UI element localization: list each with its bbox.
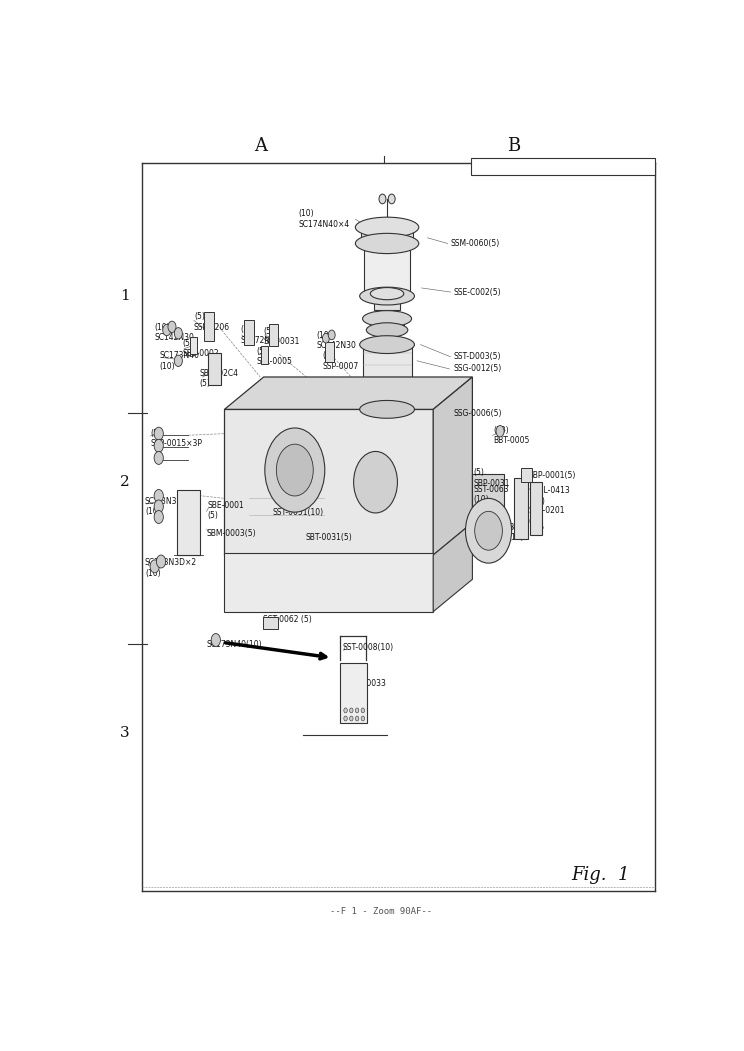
Text: FCA47001-R.3505.A: FCA47001-R.3505.A bbox=[521, 162, 606, 171]
Text: SST-D003(5): SST-D003(5) bbox=[453, 352, 501, 362]
Bar bbox=[530, 482, 542, 535]
Text: SC173N40
(10): SC173N40 (10) bbox=[159, 351, 199, 371]
Circle shape bbox=[154, 500, 164, 513]
Circle shape bbox=[356, 708, 359, 713]
Bar bbox=[370, 317, 405, 330]
Circle shape bbox=[466, 498, 512, 563]
Text: SST-0051(10): SST-0051(10) bbox=[273, 509, 324, 517]
Ellipse shape bbox=[356, 233, 419, 253]
Bar bbox=[225, 554, 433, 612]
Text: BRT-0005
(10): BRT-0005 (10) bbox=[508, 522, 545, 542]
Text: SBP-0001(5): SBP-0001(5) bbox=[528, 471, 576, 480]
Text: SBT-0031(5): SBT-0031(5) bbox=[305, 533, 352, 541]
Ellipse shape bbox=[362, 311, 411, 327]
Circle shape bbox=[154, 452, 164, 465]
Bar bbox=[269, 324, 278, 346]
Text: SSG-0006(5): SSG-0006(5) bbox=[453, 409, 502, 418]
Ellipse shape bbox=[359, 400, 414, 418]
Text: SSL-0413
(5): SSL-0413 (5) bbox=[534, 487, 570, 506]
Circle shape bbox=[475, 512, 502, 550]
Circle shape bbox=[163, 325, 171, 335]
Circle shape bbox=[154, 427, 164, 440]
Text: (5)
SSP-0007: (5) SSP-0007 bbox=[322, 351, 359, 371]
Text: SC173N3D×2
(10): SC173N3D×2 (10) bbox=[145, 558, 197, 578]
Circle shape bbox=[379, 194, 386, 204]
Bar bbox=[471, 159, 655, 174]
Text: SSG-0012(5): SSG-0012(5) bbox=[453, 365, 501, 373]
Text: (10)
SC172N30: (10) SC172N30 bbox=[240, 325, 280, 345]
Circle shape bbox=[496, 426, 504, 437]
Circle shape bbox=[154, 511, 164, 523]
Circle shape bbox=[150, 560, 159, 573]
Text: (10)
SC142N30: (10) SC142N30 bbox=[155, 323, 195, 343]
Bar bbox=[208, 353, 221, 385]
Bar bbox=[204, 312, 214, 341]
Bar bbox=[261, 346, 269, 364]
Text: Fig.  1: Fig. 1 bbox=[571, 866, 629, 884]
Circle shape bbox=[388, 194, 395, 204]
Circle shape bbox=[350, 708, 353, 713]
Text: (5)
SSE-0031: (5) SSE-0031 bbox=[263, 327, 300, 346]
Circle shape bbox=[353, 452, 397, 513]
Bar bbox=[374, 293, 400, 310]
Text: 2: 2 bbox=[120, 475, 129, 489]
Polygon shape bbox=[225, 377, 472, 409]
Text: 3: 3 bbox=[120, 726, 129, 740]
Text: (5)
SBS-0002: (5) SBS-0002 bbox=[182, 339, 219, 358]
Circle shape bbox=[174, 355, 182, 367]
Text: (10)
SC174N40×4: (10) SC174N40×4 bbox=[298, 209, 350, 229]
Text: B: B bbox=[507, 138, 521, 156]
Circle shape bbox=[156, 555, 166, 568]
Bar bbox=[263, 617, 278, 630]
Text: SST-0008(10): SST-0008(10) bbox=[342, 643, 394, 652]
Text: (5)
SSP-0015×3P: (5) SSP-0015×3P bbox=[150, 429, 202, 448]
Ellipse shape bbox=[371, 288, 404, 300]
Bar bbox=[361, 226, 413, 244]
Text: A: A bbox=[254, 138, 266, 156]
Text: (5)
SBE-0033: (5) SBE-0033 bbox=[350, 668, 386, 687]
Ellipse shape bbox=[366, 323, 408, 337]
Circle shape bbox=[356, 716, 359, 721]
Bar bbox=[340, 663, 368, 723]
Text: SBS-0201
(5): SBS-0201 (5) bbox=[528, 507, 565, 526]
Text: (5)
SBP-0031: (5) SBP-0031 bbox=[474, 469, 510, 488]
Text: SST-0062 (5): SST-0062 (5) bbox=[263, 615, 312, 624]
Circle shape bbox=[361, 716, 365, 721]
Ellipse shape bbox=[359, 335, 414, 353]
Circle shape bbox=[154, 439, 164, 452]
Text: SBE-0001
(5): SBE-0001 (5) bbox=[207, 501, 244, 520]
Text: SSM-0060(5): SSM-0060(5) bbox=[451, 239, 500, 248]
Circle shape bbox=[361, 708, 365, 713]
Text: --F 1 - Zoom 90AF--: --F 1 - Zoom 90AF-- bbox=[330, 907, 432, 915]
Circle shape bbox=[344, 708, 347, 713]
Text: SC173N40(10): SC173N40(10) bbox=[207, 640, 262, 648]
Bar bbox=[472, 474, 504, 551]
Bar bbox=[325, 343, 334, 363]
Text: SBM-0003(5): SBM-0003(5) bbox=[206, 529, 256, 538]
Bar bbox=[190, 336, 197, 354]
Circle shape bbox=[211, 634, 220, 646]
Text: SBM-02C4
(5): SBM-02C4 (5) bbox=[199, 369, 239, 388]
Text: (10)
BBT-0005: (10) BBT-0005 bbox=[494, 426, 530, 445]
Text: (10)
SC142N30: (10) SC142N30 bbox=[317, 331, 356, 350]
Text: SST-0063
(10): SST-0063 (10) bbox=[474, 485, 509, 504]
Circle shape bbox=[322, 333, 330, 343]
Ellipse shape bbox=[359, 287, 414, 305]
Ellipse shape bbox=[356, 218, 419, 238]
Circle shape bbox=[350, 716, 353, 721]
Bar bbox=[176, 490, 199, 555]
Text: (5)
SSP-0206: (5) SSP-0206 bbox=[194, 312, 230, 332]
Bar bbox=[522, 468, 532, 482]
Circle shape bbox=[174, 328, 182, 339]
Bar bbox=[363, 343, 412, 409]
Bar bbox=[244, 321, 254, 345]
Text: 1: 1 bbox=[120, 289, 129, 303]
Circle shape bbox=[154, 490, 164, 502]
Bar bbox=[225, 409, 433, 555]
Text: (5)
SSL-0005: (5) SSL-0005 bbox=[256, 347, 292, 367]
Text: SSE-C002(5): SSE-C002(5) bbox=[453, 288, 501, 296]
Circle shape bbox=[276, 445, 313, 496]
Polygon shape bbox=[433, 377, 472, 555]
Text: SC'73N30×3
(10): SC'73N30×3 (10) bbox=[145, 497, 193, 516]
Circle shape bbox=[265, 428, 325, 512]
